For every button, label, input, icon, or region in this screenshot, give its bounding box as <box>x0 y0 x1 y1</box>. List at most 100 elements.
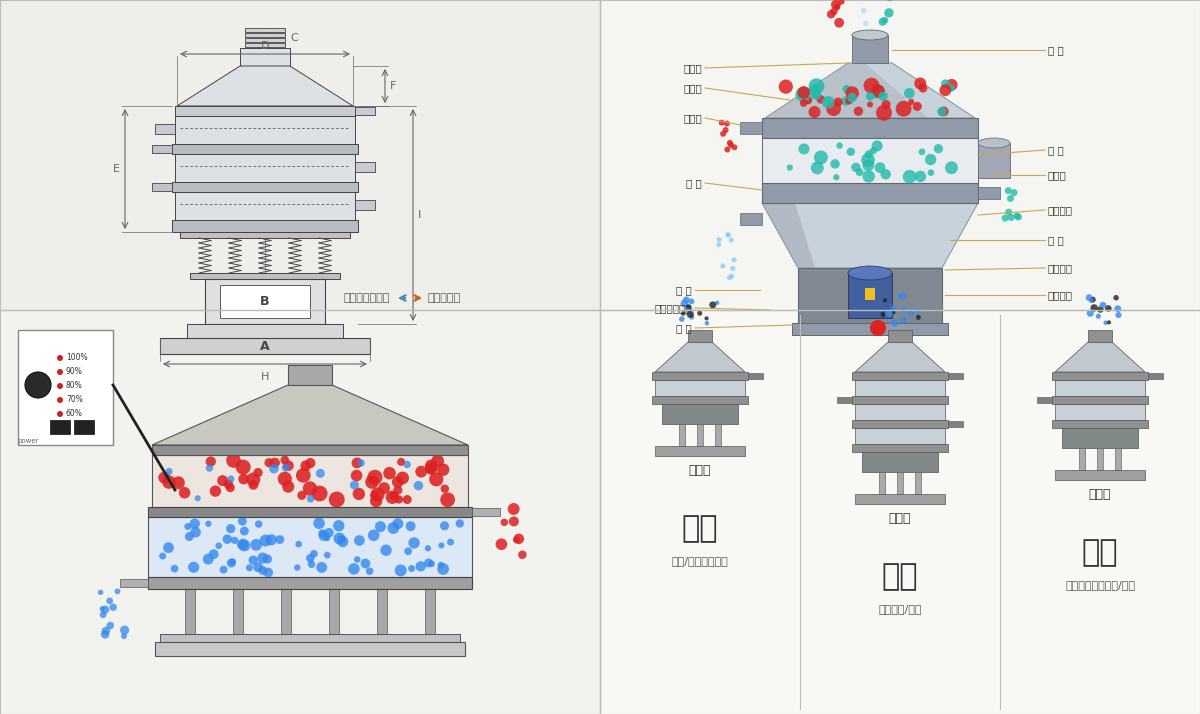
Circle shape <box>430 472 443 486</box>
Circle shape <box>188 562 199 573</box>
Circle shape <box>871 141 883 151</box>
Bar <box>762 118 978 138</box>
Circle shape <box>732 257 737 262</box>
Bar <box>655 380 745 396</box>
Circle shape <box>404 548 412 555</box>
Bar <box>865 288 875 300</box>
Text: 60%: 60% <box>66 410 83 418</box>
Circle shape <box>248 555 258 565</box>
Circle shape <box>276 536 284 544</box>
Circle shape <box>834 18 844 28</box>
Text: H: H <box>260 372 269 382</box>
Bar <box>1052 420 1148 428</box>
Circle shape <box>800 99 808 107</box>
Circle shape <box>296 468 311 483</box>
Bar <box>852 372 948 380</box>
Circle shape <box>298 491 306 500</box>
Circle shape <box>804 96 812 104</box>
Bar <box>862 452 938 472</box>
Circle shape <box>715 301 719 305</box>
Text: 网 架: 网 架 <box>1048 145 1063 155</box>
Circle shape <box>892 310 895 314</box>
Circle shape <box>919 84 928 93</box>
Circle shape <box>1115 306 1121 312</box>
Circle shape <box>380 545 391 556</box>
Circle shape <box>1104 321 1108 325</box>
Circle shape <box>834 4 840 9</box>
Circle shape <box>720 131 726 137</box>
Circle shape <box>508 503 520 515</box>
Circle shape <box>811 89 821 100</box>
Circle shape <box>878 91 888 101</box>
Text: 去除液体中的颗粒/异物: 去除液体中的颗粒/异物 <box>1066 580 1135 590</box>
Bar <box>148 507 472 517</box>
Circle shape <box>257 553 269 563</box>
Circle shape <box>246 564 253 571</box>
Circle shape <box>1007 195 1014 202</box>
Circle shape <box>25 372 50 398</box>
Circle shape <box>348 563 360 575</box>
Bar <box>120 579 148 587</box>
Circle shape <box>870 84 884 99</box>
Circle shape <box>226 483 235 492</box>
Circle shape <box>834 98 842 106</box>
Circle shape <box>518 550 527 559</box>
Circle shape <box>697 311 702 316</box>
Circle shape <box>239 540 251 551</box>
Circle shape <box>946 79 958 91</box>
Circle shape <box>388 522 400 534</box>
Circle shape <box>1015 213 1022 221</box>
Text: 颗粒/粉末准确分级: 颗粒/粉末准确分级 <box>672 556 728 566</box>
Bar <box>175 116 355 144</box>
Circle shape <box>107 598 113 604</box>
Circle shape <box>158 472 170 483</box>
Circle shape <box>337 536 348 547</box>
Bar <box>1062 428 1138 448</box>
Circle shape <box>258 566 268 575</box>
Circle shape <box>853 106 863 116</box>
Circle shape <box>424 558 433 568</box>
Circle shape <box>890 305 896 311</box>
Ellipse shape <box>848 266 892 280</box>
Circle shape <box>881 169 890 179</box>
Circle shape <box>500 518 508 526</box>
Circle shape <box>726 232 731 237</box>
Circle shape <box>1010 189 1018 196</box>
Circle shape <box>1105 305 1111 312</box>
Circle shape <box>253 563 263 572</box>
Circle shape <box>946 161 958 174</box>
Circle shape <box>689 315 695 320</box>
Circle shape <box>374 521 386 532</box>
Text: D: D <box>260 41 269 51</box>
Circle shape <box>914 171 926 182</box>
Circle shape <box>863 170 875 183</box>
Circle shape <box>941 79 950 89</box>
Text: I: I <box>418 210 421 220</box>
Circle shape <box>305 458 316 468</box>
Circle shape <box>308 560 316 568</box>
Circle shape <box>509 516 518 526</box>
Circle shape <box>1004 187 1012 194</box>
Circle shape <box>415 561 426 571</box>
Circle shape <box>371 491 379 501</box>
Text: 防尘盖: 防尘盖 <box>683 83 702 93</box>
Circle shape <box>294 564 300 570</box>
Circle shape <box>109 603 116 611</box>
Circle shape <box>856 168 864 176</box>
Bar <box>175 154 355 182</box>
Circle shape <box>324 528 334 538</box>
Circle shape <box>259 535 271 546</box>
Circle shape <box>205 521 211 527</box>
Circle shape <box>884 310 893 317</box>
Circle shape <box>822 96 834 109</box>
Circle shape <box>354 556 360 563</box>
Circle shape <box>940 84 952 96</box>
Circle shape <box>415 466 427 478</box>
Polygon shape <box>178 66 353 106</box>
Circle shape <box>704 316 709 321</box>
Circle shape <box>282 481 294 493</box>
Circle shape <box>686 311 694 318</box>
Text: 进料口: 进料口 <box>683 63 702 73</box>
Bar <box>175 192 355 220</box>
Circle shape <box>223 535 232 544</box>
